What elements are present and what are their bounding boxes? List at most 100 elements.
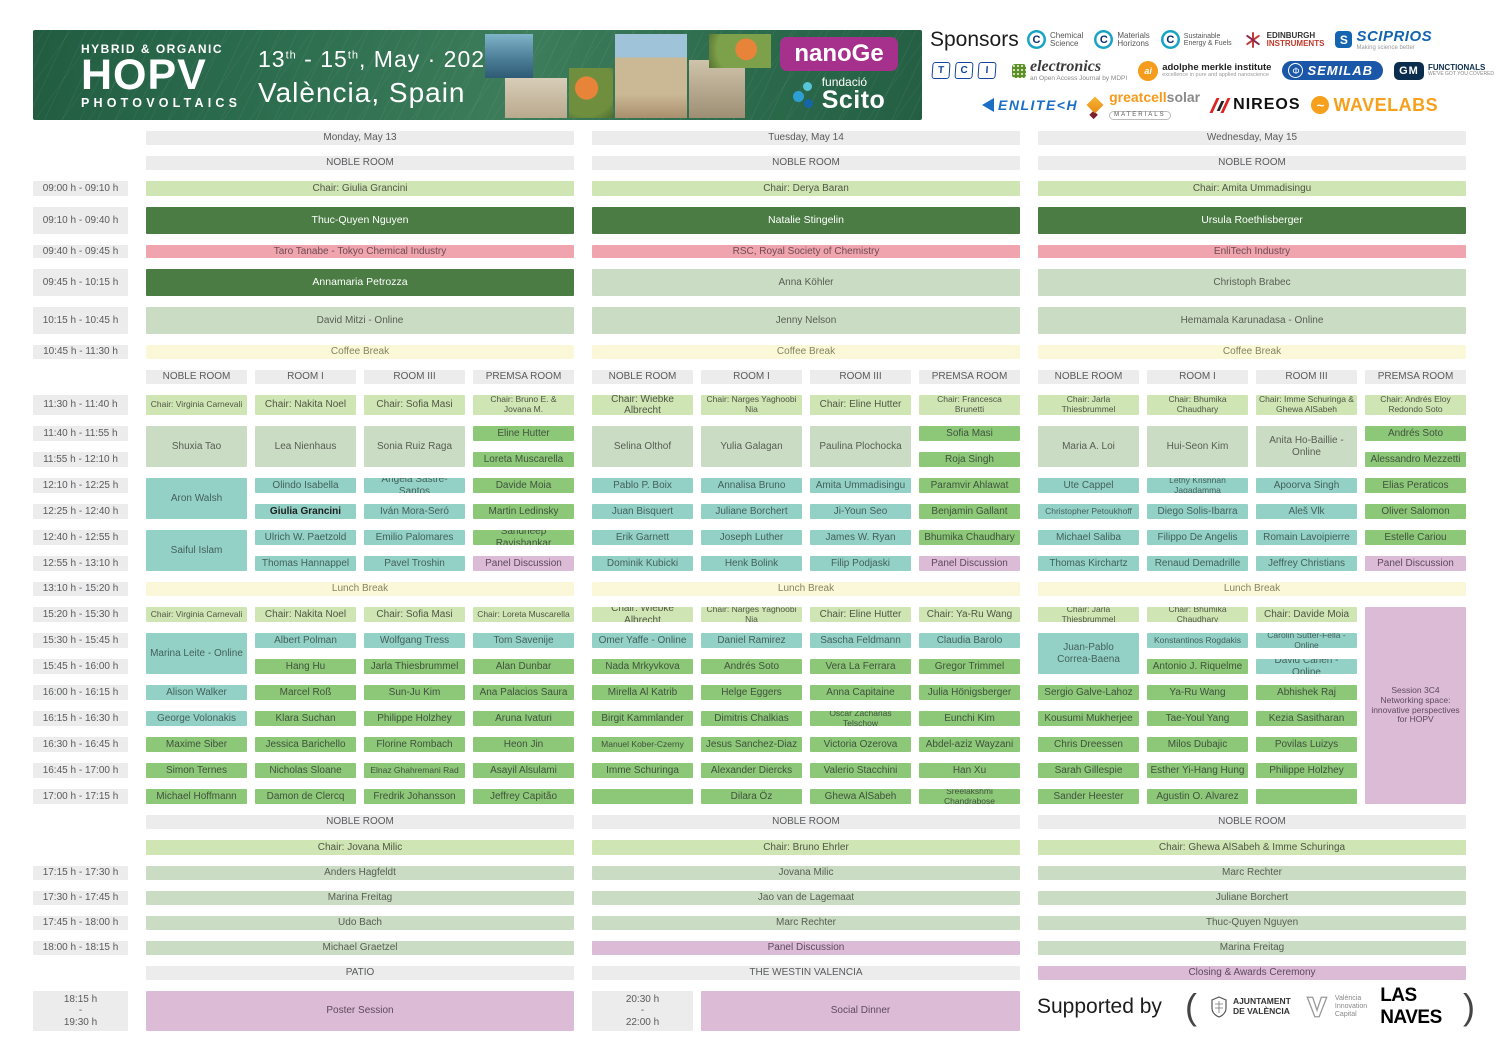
room-header: PREMSA ROOM <box>473 370 574 384</box>
day-header: Monday, May 13 <box>146 131 574 145</box>
contributed-talk: Oliver Salomon <box>1365 504 1466 519</box>
sponsor-ami-tagline: excellence in pure and applied nanoscien… <box>1162 71 1269 78</box>
keynote-session: Marc Rechter <box>1038 866 1466 880</box>
invited-talk: George Volonakis <box>146 711 247 726</box>
contributed-talk: Sergio Galve-Lahoz <box>1038 685 1139 700</box>
ajuntament-label-1: AJUNTAMENT <box>1232 996 1291 1007</box>
edinburgh-icon <box>1243 30 1263 50</box>
break-cell: Coffee Break <box>146 345 574 359</box>
contributed-talk: Oscar Zacharias Telschow <box>810 711 911 726</box>
chair-cell: Chair: Narges Yaghoobi Nia <box>701 395 802 415</box>
invited-talk: Thomas Hannappel <box>255 556 356 571</box>
invited-talk: Christopher Petoukhoff <box>1038 504 1139 519</box>
contributed-talk: Kezia Sasitharan <box>1256 711 1357 726</box>
contributed-talk: Ya-Ru Wang <box>1147 685 1248 700</box>
sponsor-enlitech-name: ENLITE<H <box>998 97 1079 113</box>
keynote-session: Michael Graetzel <box>146 941 574 955</box>
break-cell: Lunch Break <box>146 582 574 596</box>
event-banner: HYBRID & ORGANIC HOPV PHOTOVOLTAICS 13th… <box>33 30 922 120</box>
invited-talk: Emilio Palomares <box>364 530 465 545</box>
contributed-talk: Asayil Alsulami <box>473 763 574 778</box>
time-slot: 15:30 h - 15:45 h <box>33 633 128 648</box>
sponsor-greatcell-logo: greatcellsolar MATERIALS <box>1086 88 1201 121</box>
ajuntament-label-2: DE VALÈNCIA <box>1232 1006 1290 1016</box>
semilab-icon <box>1288 63 1304 79</box>
invited-talk: Dominik Kubicki <box>592 556 693 571</box>
break-cell: Coffee Break <box>592 345 1020 359</box>
nireos-icon <box>1209 97 1231 113</box>
contributed-talk: Antonio J. Riquelme <box>1147 659 1248 674</box>
room-header: ROOM III <box>1256 370 1357 384</box>
contributed-talk: Maxime Siber <box>146 737 247 752</box>
sponsor-greatcell-name-2: solar <box>1166 88 1201 105</box>
room-header: ROOM I <box>255 370 356 384</box>
contributed-talk: Andrés Soto <box>701 659 802 674</box>
room-header: NOBLE ROOM <box>592 370 693 384</box>
contributed-talk: Abhishek Raj <box>1256 685 1357 700</box>
contributed-talk: Imme Schuringa <box>592 763 693 778</box>
contributed-talk: Gregor Trimmel <box>919 659 1020 674</box>
contributed-talk: Agustin O. Alvarez <box>1147 789 1248 804</box>
sponsor-ami-name: adolphe merkle institute <box>1162 61 1272 73</box>
contributed-talk: Roja Singh <box>919 452 1020 467</box>
invited-talk: Ute Cappel <box>1038 478 1139 493</box>
ami-icon <box>1138 60 1159 81</box>
special-session: Panel Discussion <box>1365 556 1466 571</box>
electronics-icon <box>1012 63 1026 78</box>
break-cell: Lunch Break <box>1038 582 1466 596</box>
sustainable-energy-icon <box>1160 30 1180 50</box>
photo-city-of-arts <box>485 34 533 78</box>
keynote-session: Anna Köhler <box>592 269 1020 296</box>
plenary-session: Ursula Roethlisberger <box>1038 207 1466 234</box>
chair-cell: Chair: Sofia Masi <box>364 607 465 622</box>
chair-cell: Chair: Wiebke Albrecht <box>592 607 693 622</box>
logo-subtitle-bottom: PHOTOVOLTAICS <box>81 95 242 110</box>
time-slot: 15:45 h - 16:00 h <box>33 659 128 674</box>
chair-cell: Chair: Virginia Carnevali <box>146 395 247 415</box>
event-location: València, Spain <box>258 77 466 108</box>
invited-talk: Carolin Sutter-Fella - Online <box>1256 633 1357 648</box>
contributed-talk: Sun-Ju Kim <box>364 685 465 700</box>
keynote-session: David Mitzi - Online <box>146 307 574 334</box>
chair-cell: Chair: Eline Hutter <box>810 395 911 415</box>
contributed-talk: Philippe Holzhey <box>364 711 465 726</box>
contributed-talk: Julia Hönigsberger <box>919 685 1020 700</box>
time-slot: 12:40 h - 12:55 h <box>33 530 128 545</box>
contributed-talk: Kousumi Mukherjee <box>1038 711 1139 726</box>
room-header: THE WESTIN VALENCIA <box>592 966 1020 980</box>
photo-orange-tree <box>569 68 613 118</box>
invited-talk: Iván Mora-Seró <box>364 504 465 519</box>
room-header: ROOM I <box>701 370 802 384</box>
invited-talk: Romain Lavoipierre <box>1256 530 1357 545</box>
sponsor-materials-horizons-name: Materials <box>1117 30 1150 40</box>
sponsor-nireos-logo: NIREOS <box>1209 96 1300 114</box>
time-slot: 16:15 h - 16:30 h <box>33 711 128 726</box>
contributed-talk: Fredrik Johansson <box>364 789 465 804</box>
invited-talk: Filip Podjaski <box>810 556 911 571</box>
time-slot: 17:00 h - 17:15 h <box>33 789 128 804</box>
contributed-talk: Tae-Youl Yang <box>1147 711 1248 726</box>
room-header: PATIO <box>146 966 574 980</box>
date-line: 13th - 15th, May · 2024 <box>258 46 499 72</box>
chair-cell: Chair: Bhumika Chaudhary <box>1147 395 1248 415</box>
contributed-talk: Aruna Ivaturi <box>473 711 574 726</box>
invited-talk: Ángela Sastre-Santos <box>364 478 465 493</box>
invited-talk: Pavel Troshin <box>364 556 465 571</box>
sponsor-gm-name: FUNCTIONALS <box>1427 62 1486 72</box>
contributed-talk: Ghewa AlSabeh <box>810 789 911 804</box>
invited-talk: Apoorva Singh <box>1256 478 1357 493</box>
chair-cell: Chair: Wiebke Albrecht <box>592 395 693 415</box>
contributed-talk: Jesus Sanchez-Diaz <box>701 737 802 752</box>
keynote-session: Anita Ho-Baillie - Online <box>1256 426 1357 467</box>
contributed-talk: Eline Hutter <box>473 426 574 441</box>
special-session: Panel Discussion <box>473 556 574 571</box>
invited-talk: Ji-Youn Seo <box>810 504 911 519</box>
contributed-talk <box>592 789 693 804</box>
invited-talk: Claudia Barolo <box>919 633 1020 648</box>
room-header: NOBLE ROOM <box>1038 815 1466 829</box>
contributed-talk: Victoria Ozerova <box>810 737 911 752</box>
time-slot: 18:15 h - 19:30 h <box>33 991 128 1031</box>
contributed-talk: Eunchi Kim <box>919 711 1020 726</box>
